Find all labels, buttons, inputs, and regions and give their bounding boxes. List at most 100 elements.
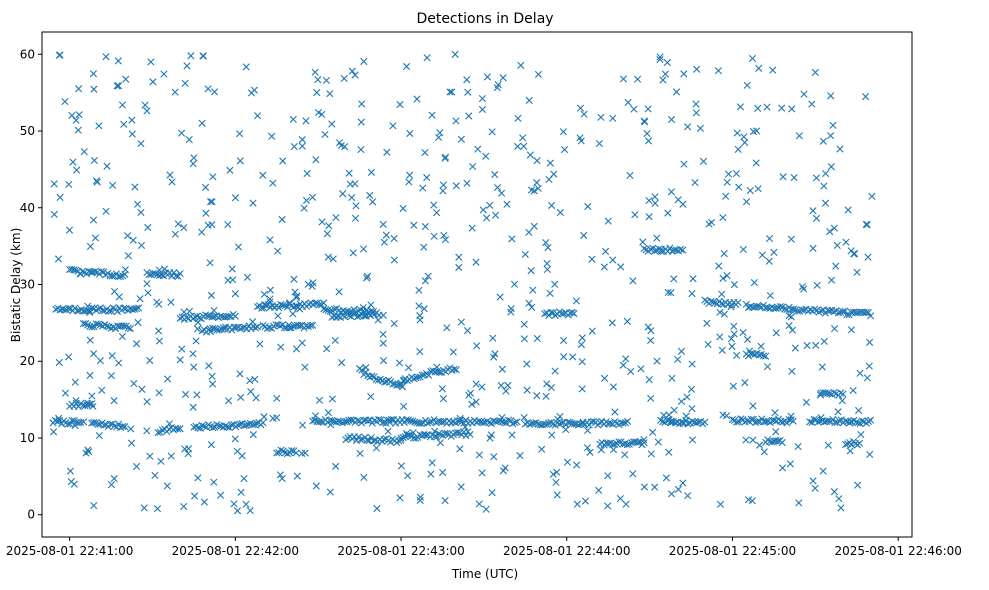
data-point-marker [835, 495, 843, 503]
data-point-marker [420, 243, 428, 251]
data-point-marker [181, 79, 189, 87]
data-point-marker [577, 341, 585, 349]
data-point-marker [496, 293, 504, 301]
data-point-marker [820, 337, 828, 345]
data-point-marker [157, 271, 166, 279]
data-point-marker [573, 500, 581, 508]
data-point-marker [619, 361, 627, 369]
data-point-marker [74, 402, 83, 411]
data-point-marker [534, 184, 542, 193]
data-point-marker [622, 355, 630, 363]
data-point-marker [360, 312, 368, 320]
data-point-marker [818, 363, 826, 371]
data-point-marker [293, 292, 301, 300]
data-point-marker [326, 307, 334, 315]
data-point-marker [274, 247, 282, 255]
data-point-marker [478, 383, 486, 391]
data-point-marker [171, 230, 179, 238]
data-point-marker [278, 321, 286, 329]
data-point-marker [426, 418, 434, 426]
data-point-marker [147, 58, 155, 66]
data-point-marker [60, 306, 68, 314]
data-point-marker [214, 313, 222, 322]
data-point-marker [206, 312, 214, 320]
data-point-marker [82, 449, 90, 457]
data-point-marker [811, 484, 819, 492]
data-point-marker [555, 420, 563, 428]
data-point-marker [611, 408, 619, 416]
data-point-marker [844, 206, 852, 214]
data-point-marker [90, 350, 98, 358]
data-point-marker [750, 278, 758, 287]
data-point-marker [325, 222, 333, 230]
data-point-marker [421, 148, 429, 157]
data-point-marker [779, 173, 787, 181]
data-point-marker [84, 321, 92, 329]
data-point-marker [666, 244, 674, 252]
data-point-marker [498, 413, 506, 422]
data-point-marker [812, 174, 821, 182]
data-point-marker [663, 58, 671, 67]
data-point-marker [781, 305, 789, 313]
data-point-marker [617, 263, 625, 271]
data-point-marker [236, 370, 244, 378]
data-point-marker [120, 322, 128, 330]
data-point-marker [236, 157, 244, 165]
plot-area [41, 31, 913, 538]
data-point-marker [358, 366, 366, 374]
data-point-marker [330, 305, 339, 313]
data-point-marker [597, 113, 605, 121]
data-point-marker [699, 157, 708, 165]
data-point-marker [176, 356, 184, 364]
data-point-marker [819, 467, 827, 475]
data-point-marker [466, 430, 474, 438]
data-point-marker [258, 304, 266, 312]
data-point-marker [795, 499, 803, 507]
data-point-marker [630, 105, 638, 113]
data-point-marker [462, 416, 470, 424]
data-point-marker [155, 266, 163, 274]
data-point-marker [327, 421, 335, 429]
data-point-marker [177, 129, 186, 137]
data-point-marker [276, 471, 284, 479]
data-point-marker [308, 193, 317, 201]
data-point-marker [151, 471, 159, 480]
x-axis-label: Time (UTC) [451, 567, 518, 581]
data-point-marker [745, 347, 754, 355]
data-point-marker [357, 118, 365, 126]
data-point-marker [359, 245, 368, 253]
data-point-marker [772, 428, 780, 436]
data-point-marker [160, 70, 168, 78]
data-point-marker [114, 82, 123, 90]
data-point-marker [827, 163, 835, 171]
data-point-marker [703, 319, 711, 327]
data-point-marker [346, 180, 354, 188]
data-point-marker [667, 289, 675, 297]
data-point-marker [100, 421, 108, 429]
data-point-marker [367, 434, 375, 442]
data-point-marker [705, 220, 713, 228]
data-point-marker [734, 145, 742, 153]
data-point-marker [243, 273, 252, 281]
data-point-marker [762, 352, 770, 360]
data-point-marker [231, 194, 240, 202]
data-point-marker [626, 171, 634, 180]
data-point-marker [704, 340, 712, 349]
data-point-marker [190, 363, 198, 371]
data-point-marker [354, 433, 363, 441]
data-point-marker [277, 446, 285, 454]
data-point-marker [74, 126, 82, 134]
data-point-marker [105, 307, 113, 315]
data-point-marker [468, 400, 476, 408]
data-point-marker [93, 178, 101, 186]
data-point-marker [525, 299, 533, 307]
data-point-marker [749, 415, 758, 423]
data-point-marker [439, 181, 448, 189]
data-point-marker [511, 418, 519, 427]
data-point-marker [208, 313, 216, 321]
data-point-marker [533, 334, 541, 343]
data-point-marker [534, 70, 543, 79]
data-point-marker [755, 302, 763, 310]
data-point-marker [424, 419, 432, 427]
data-point-marker [811, 68, 819, 76]
